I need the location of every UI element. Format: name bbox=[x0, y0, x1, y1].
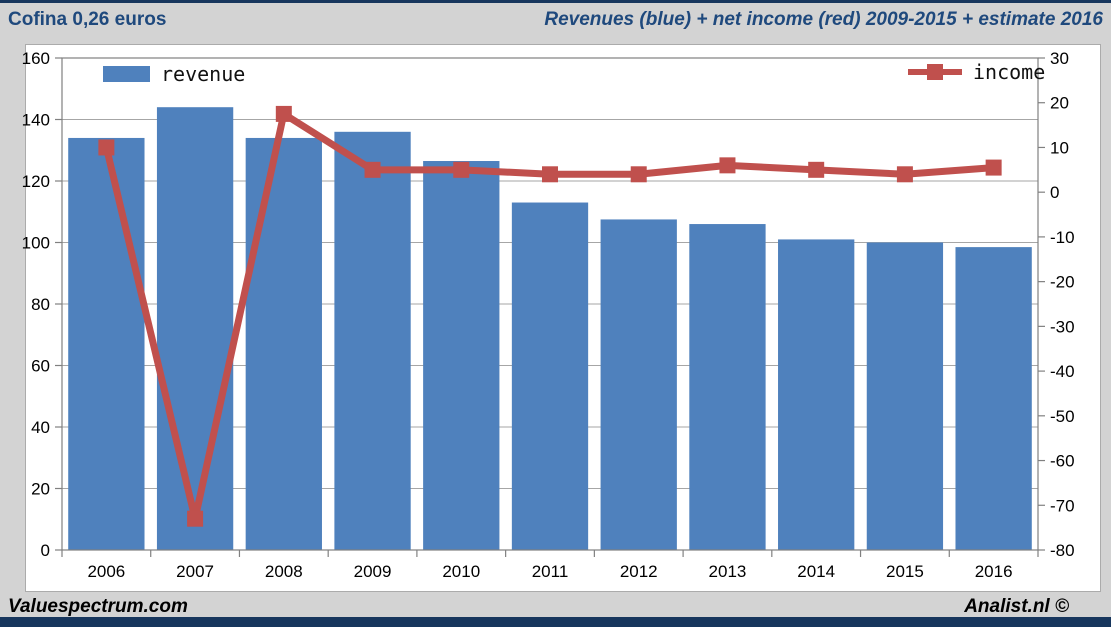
bar-2015 bbox=[866, 242, 944, 550]
x-axis-label: 2015 bbox=[886, 562, 924, 581]
income-marker-2006 bbox=[98, 139, 115, 156]
x-axis-label: 2006 bbox=[87, 562, 125, 581]
left-axis-label: 80 bbox=[31, 295, 50, 314]
right-axis-label: 30 bbox=[1050, 49, 1069, 68]
top-navy-bar bbox=[0, 0, 1111, 3]
left-axis-label: 40 bbox=[31, 418, 50, 437]
x-axis-label: 2011 bbox=[532, 562, 569, 581]
right-axis-label: -30 bbox=[1050, 317, 1075, 336]
revenue-swatch-icon bbox=[103, 66, 150, 82]
left-axis-label: 120 bbox=[22, 172, 50, 191]
x-axis-label: 2008 bbox=[265, 562, 303, 581]
bar-2013 bbox=[689, 224, 766, 551]
x-axis-label: 2010 bbox=[442, 562, 480, 581]
footer-source-right: Analist.nl © bbox=[964, 596, 1069, 617]
right-axis-label: -20 bbox=[1050, 273, 1075, 292]
income-marker-2011 bbox=[542, 166, 558, 183]
income-marker-2007 bbox=[187, 510, 204, 527]
bar-2010 bbox=[423, 161, 500, 550]
page-title: Cofina 0,26 euros bbox=[8, 9, 167, 30]
x-axis-label: 2014 bbox=[797, 562, 835, 581]
x-axis-label: 2012 bbox=[620, 562, 658, 581]
income-marker-2008 bbox=[275, 105, 292, 122]
left-axis-label: 60 bbox=[31, 357, 50, 376]
bottom-navy-bar bbox=[0, 617, 1111, 627]
income-marker-2016 bbox=[985, 159, 1002, 176]
right-axis-label: -50 bbox=[1050, 407, 1075, 426]
footer-source-left: Valuespectrum.com bbox=[8, 596, 188, 617]
income-marker-2010 bbox=[453, 161, 470, 178]
legend-income-label: income bbox=[973, 60, 1046, 84]
bar-2009 bbox=[334, 131, 411, 551]
income-line-marker-icon bbox=[908, 62, 962, 82]
bar-2014 bbox=[778, 239, 855, 551]
income-marker-2013 bbox=[719, 157, 736, 174]
left-axis-label: 0 bbox=[41, 541, 50, 560]
bar-2006 bbox=[68, 137, 145, 550]
chart-title: Revenues (blue) + net income (red) 2009-… bbox=[544, 9, 1103, 30]
left-axis-label: 140 bbox=[22, 111, 50, 130]
right-axis-label: -70 bbox=[1050, 496, 1075, 515]
income-marker-2012 bbox=[630, 166, 647, 183]
x-axis-label: 2013 bbox=[709, 562, 747, 581]
income-marker-2014 bbox=[808, 161, 825, 178]
right-axis-label: 20 bbox=[1050, 94, 1069, 113]
right-axis-label: -60 bbox=[1050, 452, 1075, 471]
legend-income: income bbox=[908, 60, 1045, 84]
bar-2007 bbox=[156, 107, 234, 550]
left-axis-label: 100 bbox=[22, 234, 50, 253]
right-axis-label: 0 bbox=[1050, 183, 1059, 202]
income-marker-2015 bbox=[896, 166, 913, 183]
right-axis-label: -40 bbox=[1050, 362, 1075, 381]
x-axis-label: 2007 bbox=[176, 562, 214, 581]
x-axis-label: 2009 bbox=[354, 562, 392, 581]
legend-revenue: revenue bbox=[103, 62, 245, 86]
x-axis-label: 2016 bbox=[975, 562, 1013, 581]
right-axis-label: -10 bbox=[1050, 228, 1075, 247]
bar-2011 bbox=[511, 202, 589, 550]
legend-revenue-label: revenue bbox=[161, 62, 246, 86]
income-marker-2009 bbox=[364, 161, 381, 178]
right-axis-label: 10 bbox=[1050, 138, 1069, 157]
bar-2012 bbox=[600, 219, 677, 550]
left-axis-label: 160 bbox=[22, 49, 50, 68]
left-axis-label: 20 bbox=[31, 480, 50, 499]
bar-2008 bbox=[245, 137, 322, 550]
right-axis-label: -80 bbox=[1050, 541, 1075, 560]
bar-2016 bbox=[955, 247, 1032, 551]
